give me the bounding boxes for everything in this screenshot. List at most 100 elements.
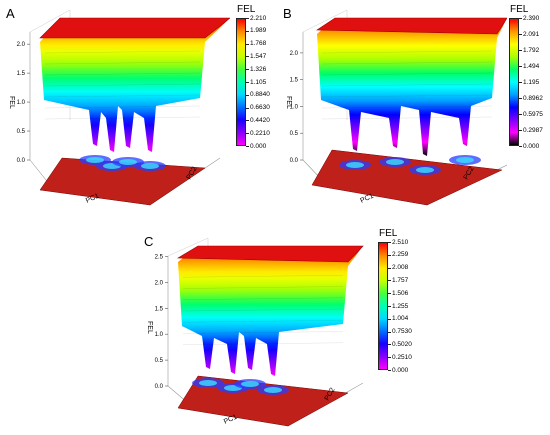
fel-surface bbox=[178, 246, 363, 376]
color-scale-tick bbox=[519, 98, 522, 99]
color-scale-tick bbox=[519, 82, 522, 83]
color-scale: FEL 2.210 1.989 1.768 1.547 1.326 1.105 0.8840… bbox=[236, 4, 276, 154]
color-scale-tick bbox=[246, 43, 249, 45]
color-scale-tick-label: 0.8840 bbox=[250, 91, 270, 99]
fel-surface bbox=[40, 18, 230, 152]
color-scale-tick bbox=[388, 280, 391, 282]
color-scale-tick-label: 0.2510 bbox=[392, 353, 412, 361]
color-scale-tick-label: 1.506 bbox=[392, 289, 409, 297]
z-tick-label: 1.5 bbox=[290, 78, 299, 84]
mesh-line bbox=[44, 94, 201, 98]
color-scale: FEL 2.390 2.091 1.792 1.494 1.195 0.8962 0.597… bbox=[509, 4, 550, 154]
color-scale-tick bbox=[519, 34, 522, 35]
back-edge bbox=[29, 9, 71, 33]
z-tick-label: 1.5 bbox=[155, 306, 164, 312]
z-axis-label: FEL bbox=[146, 321, 153, 334]
color-scale-tick-label: 1.757 bbox=[392, 276, 409, 284]
panel-c: C 0.0 0.5 1.0 1.5 2.0 2.5 FEL PC1 PC2 FEL 2.510 2… bbox=[138, 228, 418, 435]
mesh-line bbox=[182, 342, 344, 345]
color-scale-tick-label: 1.768 bbox=[250, 40, 267, 48]
fel-plateau bbox=[39, 17, 230, 39]
color-scale-tick-label: 1.494 bbox=[523, 62, 540, 70]
mesh-line bbox=[321, 94, 493, 98]
fel-plateau bbox=[316, 17, 507, 35]
color-scale-tick bbox=[246, 107, 249, 109]
mesh-line bbox=[321, 61, 493, 65]
z-axis-label: FEL bbox=[8, 96, 15, 109]
mesh-line bbox=[44, 50, 201, 54]
back-edge bbox=[167, 237, 209, 257]
color-scale-tick-label: 0.8962 bbox=[523, 94, 543, 102]
mesh-line bbox=[44, 61, 201, 65]
color-scale-tick-label: 0.2987 bbox=[523, 126, 543, 134]
color-scale-tick-label: 2.259 bbox=[392, 251, 409, 259]
floor-basin-core bbox=[346, 162, 364, 168]
color-scale-tick bbox=[519, 130, 522, 131]
color-scale-tick-label: 1.004 bbox=[392, 315, 409, 323]
color-scale-tick bbox=[246, 69, 249, 71]
z-tick-label: 0.5 bbox=[155, 358, 164, 364]
color-scale-tick-label: 1.547 bbox=[250, 52, 267, 60]
color-scale-tick-label: 0.2210 bbox=[250, 129, 270, 137]
color-scale: FEL 2.510 2.259 2.008 1.757 1.506 1.255 1.004 0… bbox=[378, 228, 418, 378]
mesh-line bbox=[44, 72, 201, 76]
color-scale-tick bbox=[246, 56, 249, 58]
color-scale-tick-label: 0.6630 bbox=[250, 104, 270, 112]
color-scale-tick-label: 1.255 bbox=[392, 302, 409, 310]
mesh-line bbox=[321, 50, 493, 54]
color-scale-tick-label: 1.195 bbox=[523, 78, 540, 86]
color-scale-tick bbox=[388, 293, 391, 295]
panel-letter: C bbox=[144, 234, 154, 249]
x-axis-label: PC1 bbox=[359, 193, 374, 205]
color-scale-tick bbox=[388, 344, 391, 346]
color-scale-tick-label: 2.510 bbox=[392, 238, 409, 246]
color-scale-title: FEL bbox=[510, 4, 529, 15]
floor-basin-core bbox=[416, 167, 434, 173]
panel-letter: A bbox=[6, 6, 15, 21]
z-tick-label: 1.5 bbox=[17, 71, 26, 77]
mesh-line bbox=[182, 331, 344, 334]
color-scale-tick-label: 0.5020 bbox=[392, 340, 412, 348]
color-scale-tick bbox=[388, 242, 391, 243]
color-scale-bar bbox=[236, 18, 246, 146]
panel-b: B 0.0 0.5 1.0 1.5 2.0 FEL PC1 PC2 FEL 2.390 2.09… bbox=[277, 0, 550, 215]
floor-basin-core bbox=[241, 381, 259, 387]
mesh-line bbox=[182, 286, 344, 289]
z-tick-label: 0.0 bbox=[17, 158, 26, 164]
color-scale-tick-label: 0.000 bbox=[392, 366, 409, 374]
color-scale-tick bbox=[388, 318, 391, 320]
mesh-line bbox=[44, 105, 201, 109]
fel-plateau bbox=[176, 245, 364, 263]
color-scale-tick bbox=[388, 254, 391, 256]
mesh-line bbox=[44, 116, 201, 120]
color-scale-tick-label: 0.7530 bbox=[392, 328, 412, 336]
color-scale-tick-label: 0.4420 bbox=[250, 116, 270, 124]
color-scale-tick bbox=[519, 146, 522, 147]
mesh-line bbox=[321, 83, 493, 87]
color-scale-tick-label: 2.390 bbox=[523, 14, 540, 22]
mesh-line bbox=[321, 105, 493, 109]
color-scale-bar bbox=[509, 18, 519, 146]
z-tick-label: 0.5 bbox=[17, 129, 26, 135]
color-scale-tick-label: 1.989 bbox=[250, 27, 267, 35]
color-scale-tick bbox=[246, 82, 249, 83]
color-scale-tick bbox=[246, 30, 249, 32]
panel-a: A 0.0 0.5 1.0 1.5 2.0 FEL PC1 PC2 FEL 2.210 1.98… bbox=[0, 0, 275, 215]
z-axis-label: FEL bbox=[285, 96, 292, 109]
color-scale-tick-label: 2.008 bbox=[392, 264, 409, 272]
color-scale-tick-label: 2.091 bbox=[523, 30, 540, 38]
color-scale-tick bbox=[519, 114, 522, 115]
z-tick-label: 0.5 bbox=[290, 131, 299, 137]
color-scale-tick bbox=[519, 50, 522, 51]
floor-basin-core bbox=[199, 380, 217, 386]
z-tick-label: 2.0 bbox=[17, 42, 26, 48]
color-scale-tick-label: 1.792 bbox=[523, 46, 540, 54]
color-scale-tick bbox=[246, 94, 249, 96]
color-scale-tick bbox=[246, 18, 249, 19]
color-scale-tick bbox=[246, 120, 249, 122]
color-scale-tick bbox=[519, 66, 522, 67]
color-scale-tick bbox=[388, 267, 391, 269]
mesh-line bbox=[44, 83, 201, 87]
